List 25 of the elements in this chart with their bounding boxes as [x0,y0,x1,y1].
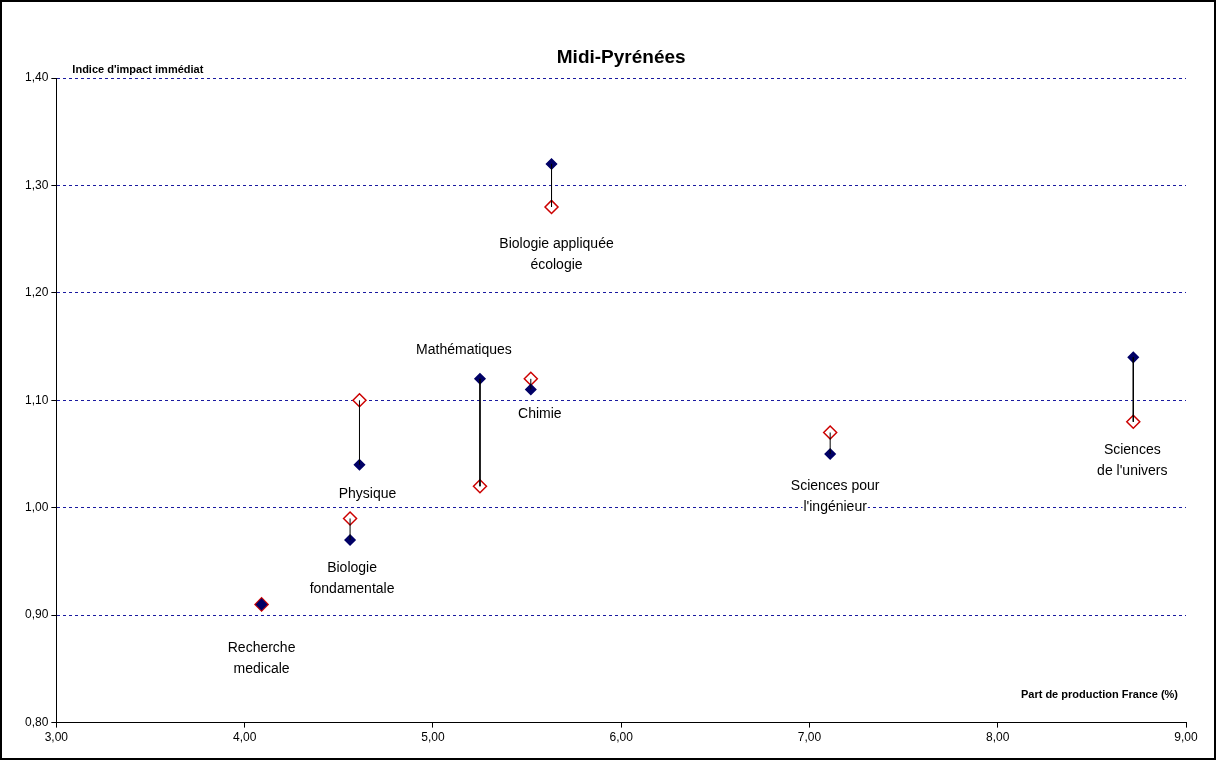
y-axis-title: Indice d'impact immédiat [72,63,204,76]
y-tick-label: 1,30 [25,177,49,192]
x-tick-label: 6,00 [609,730,634,745]
annotation: Mathématiques [416,340,512,357]
chart-title: Midi-Pyrénées [556,46,686,68]
annotation: Sciences pour l'ingénieur [790,477,880,515]
annotation: Biologie appliquée écologie [499,235,614,273]
x-tick-label: 4,00 [232,730,257,745]
x-tick-label: 3,00 [44,730,69,745]
y-tick-label: 1,10 [25,392,49,407]
annotation: Chimie [518,405,562,422]
annotation: Sciences de l'univers [1097,441,1168,479]
x-tick-label: 7,00 [797,730,822,745]
y-tick-label: 1,40 [25,70,49,85]
x-tick-label: 5,00 [421,730,445,745]
annotation: Biologie fondamentale [309,559,395,597]
y-tick-label: 0,90 [25,607,49,622]
y-tick-label: 1,00 [25,500,49,515]
x-axis-title: Part de production France (%) [1020,687,1179,700]
x-tick-label: 8,00 [986,730,1010,745]
y-tick-label: 0,80 [25,714,49,729]
annotation: Recherche medicale [227,638,296,676]
y-tick-label: 1,20 [25,285,49,300]
x-tick-label: 9,00 [1174,730,1198,745]
annotation: Physique [338,484,397,501]
